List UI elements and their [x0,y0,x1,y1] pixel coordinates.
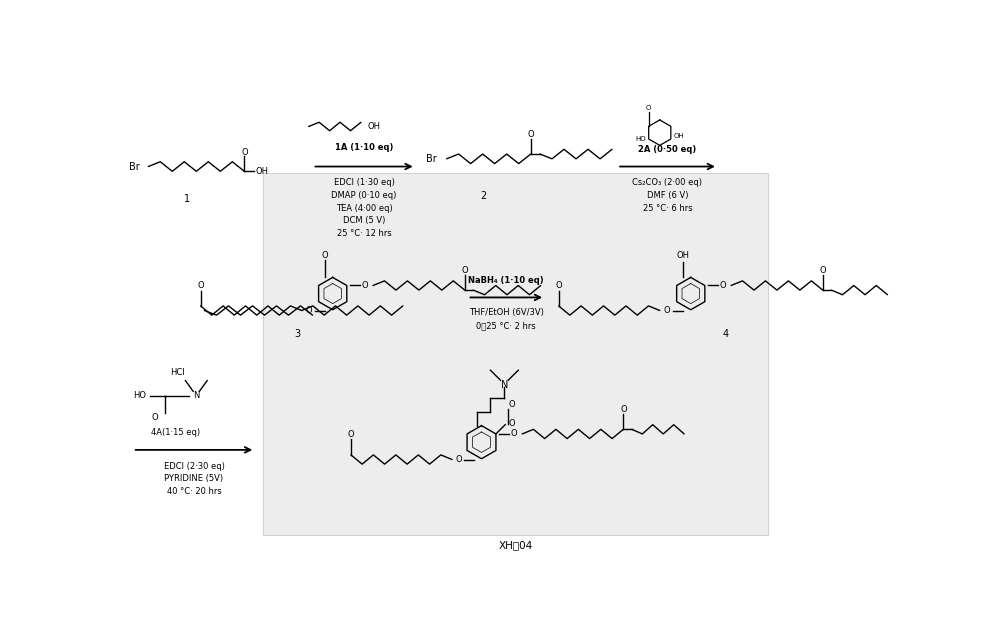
Text: N: N [501,380,508,390]
Text: O: O [322,252,328,261]
Text: O: O [456,455,462,464]
Text: O: O [511,429,517,438]
Text: HCl: HCl [170,368,185,377]
Text: O: O [241,148,248,157]
Text: O: O [306,306,313,315]
Text: TEA (4·00 eq): TEA (4·00 eq) [336,204,392,213]
Text: O: O [819,266,826,275]
Text: Cs₂CO₃ (2·00 eq): Cs₂CO₃ (2·00 eq) [633,178,702,187]
Text: O: O [555,282,562,290]
Text: O: O [646,105,651,111]
Text: EDCl (1·30 eq): EDCl (1·30 eq) [334,178,395,187]
Text: O: O [361,281,368,290]
Text: O: O [348,431,354,440]
Text: O: O [508,400,515,409]
Text: O: O [508,419,515,429]
Text: 25 °C· 6 hrs: 25 °C· 6 hrs [643,204,692,213]
Text: N: N [193,392,200,401]
Bar [263,173,768,534]
Text: 0⁲25 °C· 2 hrs: 0⁲25 °C· 2 hrs [476,321,536,330]
Text: THF/EtOH (6V/3V): THF/EtOH (6V/3V) [469,308,544,317]
Text: OH: OH [255,167,268,176]
Text: 2: 2 [481,191,487,201]
Text: HO: HO [133,392,146,401]
Text: Br: Br [426,154,436,164]
Text: O: O [151,413,158,422]
Text: OH: OH [367,122,380,131]
Text: O: O [527,129,534,138]
Text: DMF (6 V): DMF (6 V) [647,191,688,200]
Text: 3: 3 [295,329,301,339]
Text: O: O [461,266,468,275]
Text: PYRIDINE (5V): PYRIDINE (5V) [164,475,224,483]
Text: XH⁲04: XH⁲04 [498,540,533,550]
Text: 4: 4 [723,329,729,339]
Text: DCM (5 V): DCM (5 V) [343,217,385,225]
Text: O: O [620,404,627,414]
Text: O: O [719,281,726,290]
Text: EDCl (2·30 eq): EDCl (2·30 eq) [164,462,224,471]
Text: 2A (0·50 eq): 2A (0·50 eq) [638,145,697,154]
Text: OH: OH [674,133,685,139]
Text: 4A(1·15 eq): 4A(1·15 eq) [151,427,200,437]
Text: 1: 1 [184,194,190,204]
Text: O: O [197,282,204,290]
Text: O: O [664,306,671,315]
Text: 25 °C· 12 hrs: 25 °C· 12 hrs [337,229,391,238]
Text: OH: OH [676,252,690,261]
Text: Br: Br [129,162,140,171]
Text: NaBH₄ (1·10 eq): NaBH₄ (1·10 eq) [468,276,544,285]
Text: HO: HO [635,136,646,142]
Text: DMAP (0·10 eq): DMAP (0·10 eq) [331,191,397,200]
Text: 40 °C· 20 hrs: 40 °C· 20 hrs [167,487,221,496]
Text: 1A (1·10 eq): 1A (1·10 eq) [335,143,393,152]
